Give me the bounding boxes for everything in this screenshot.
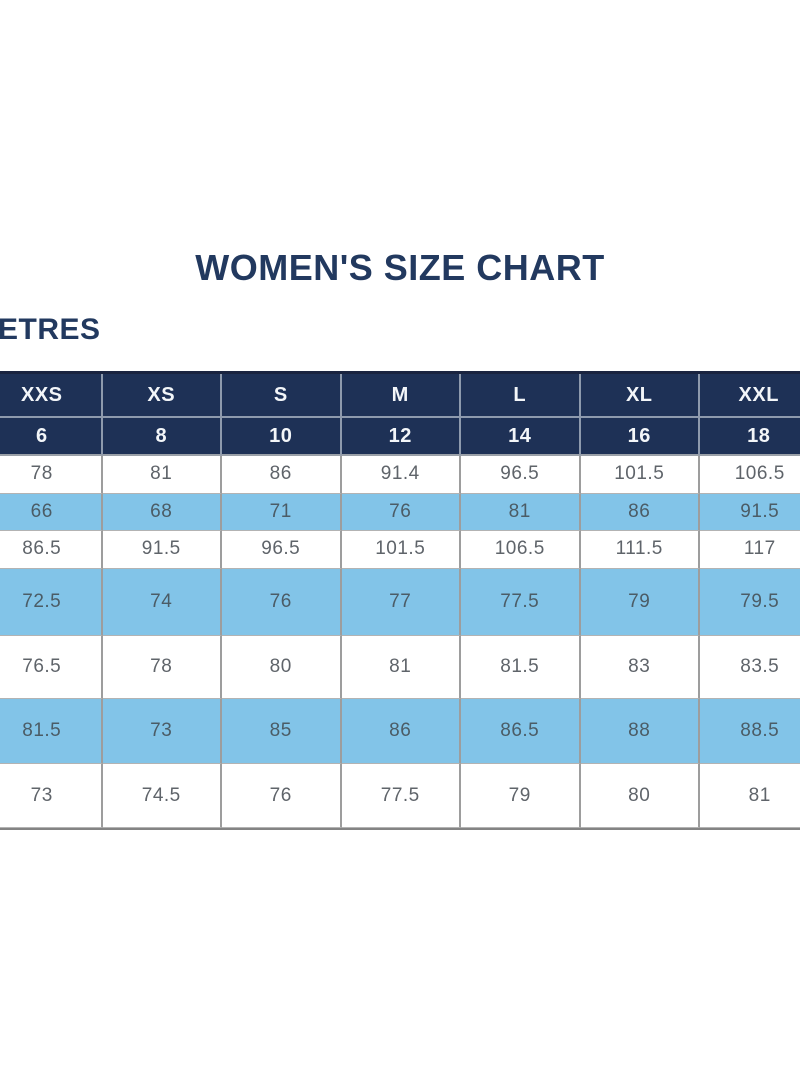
measurement-cell: 80 <box>222 636 342 699</box>
page-title: WOMEN'S SIZE CHART <box>195 247 605 288</box>
measurement-cell: 81 <box>102 456 222 494</box>
size-number-cell: 12 <box>341 418 461 456</box>
size-chart-table: XXS XS S M L XL XXL 6 8 10 12 14 16 18 78 81 86 91.4 96.5 1… <box>0 371 800 830</box>
size-column-header: XL <box>580 374 700 418</box>
measurement-cell: 76 <box>222 764 342 828</box>
measurement-cell: 74 <box>102 568 222 636</box>
measurement-cell: 73 <box>0 764 103 828</box>
measurement-cell: 111.5 <box>580 531 700 569</box>
measurement-cell: 78 <box>0 456 103 494</box>
size-number-cell: 8 <box>102 418 222 456</box>
measurement-cell: 72.5 <box>0 568 103 636</box>
measurement-cell: 78 <box>102 636 222 699</box>
measurement-cell: 81 <box>700 764 800 828</box>
measurement-cell: 85 <box>222 699 342 764</box>
measurement-cell: 76.5 <box>0 636 103 699</box>
measurement-cell: 106.5 <box>700 456 800 494</box>
size-column-header: XXS <box>0 374 103 418</box>
measurement-cell: 79 <box>461 764 581 828</box>
measurement-cell: 96.5 <box>222 531 342 569</box>
measurement-cell: 117 <box>700 531 800 569</box>
measurement-cell: 101.5 <box>341 531 461 569</box>
size-number-cell: 16 <box>580 418 700 456</box>
measurement-cell: 68 <box>102 493 222 531</box>
measurement-cell: 88 <box>580 699 700 764</box>
size-column-header: M <box>341 374 461 418</box>
measurement-cell: 86.5 <box>461 699 581 764</box>
measurement-cell: 81.5 <box>0 699 103 764</box>
measurement-cell: 101.5 <box>580 456 700 494</box>
measurement-cell: 106.5 <box>461 531 581 569</box>
measurement-cell: 88.5 <box>700 699 800 764</box>
unit-label-centimetres-cutoff: ETRES <box>0 313 101 346</box>
size-column-header: XS <box>102 374 222 418</box>
measurement-cell: 81 <box>461 493 581 531</box>
measurement-cell: 83.5 <box>700 636 800 699</box>
size-number-cell: 18 <box>700 418 800 456</box>
measurement-cell: 71 <box>222 493 342 531</box>
measurement-cell: 83 <box>580 636 700 699</box>
measurement-cell: 80 <box>580 764 700 828</box>
measurement-cell: 91.5 <box>102 531 222 569</box>
measurement-cell: 96.5 <box>461 456 581 494</box>
measurement-cell: 81 <box>341 636 461 699</box>
size-column-header: S <box>222 374 342 418</box>
measurement-cell: 77 <box>341 568 461 636</box>
measurement-cell: 79.5 <box>700 568 800 636</box>
measurement-cell: 79 <box>580 568 700 636</box>
measurement-cell: 77.5 <box>461 568 581 636</box>
measurement-cell: 91.5 <box>700 493 800 531</box>
size-number-cell: 6 <box>0 418 103 456</box>
size-number-cell: 10 <box>222 418 342 456</box>
measurement-cell: 76 <box>341 493 461 531</box>
measurement-cell: 86 <box>580 493 700 531</box>
measurement-cell: 86 <box>341 699 461 764</box>
measurement-cell: 74.5 <box>102 764 222 828</box>
measurement-cell: 77.5 <box>341 764 461 828</box>
size-number-cell: 14 <box>461 418 581 456</box>
size-column-header: L <box>461 374 581 418</box>
size-column-header: XXL <box>700 374 800 418</box>
measurement-cell: 86 <box>222 456 342 494</box>
measurement-cell: 76 <box>222 568 342 636</box>
measurement-cell: 91.4 <box>341 456 461 494</box>
measurement-cell: 73 <box>102 699 222 764</box>
measurement-cell: 66 <box>0 493 103 531</box>
measurement-cell: 86.5 <box>0 531 103 569</box>
measurement-cell: 81.5 <box>461 636 581 699</box>
